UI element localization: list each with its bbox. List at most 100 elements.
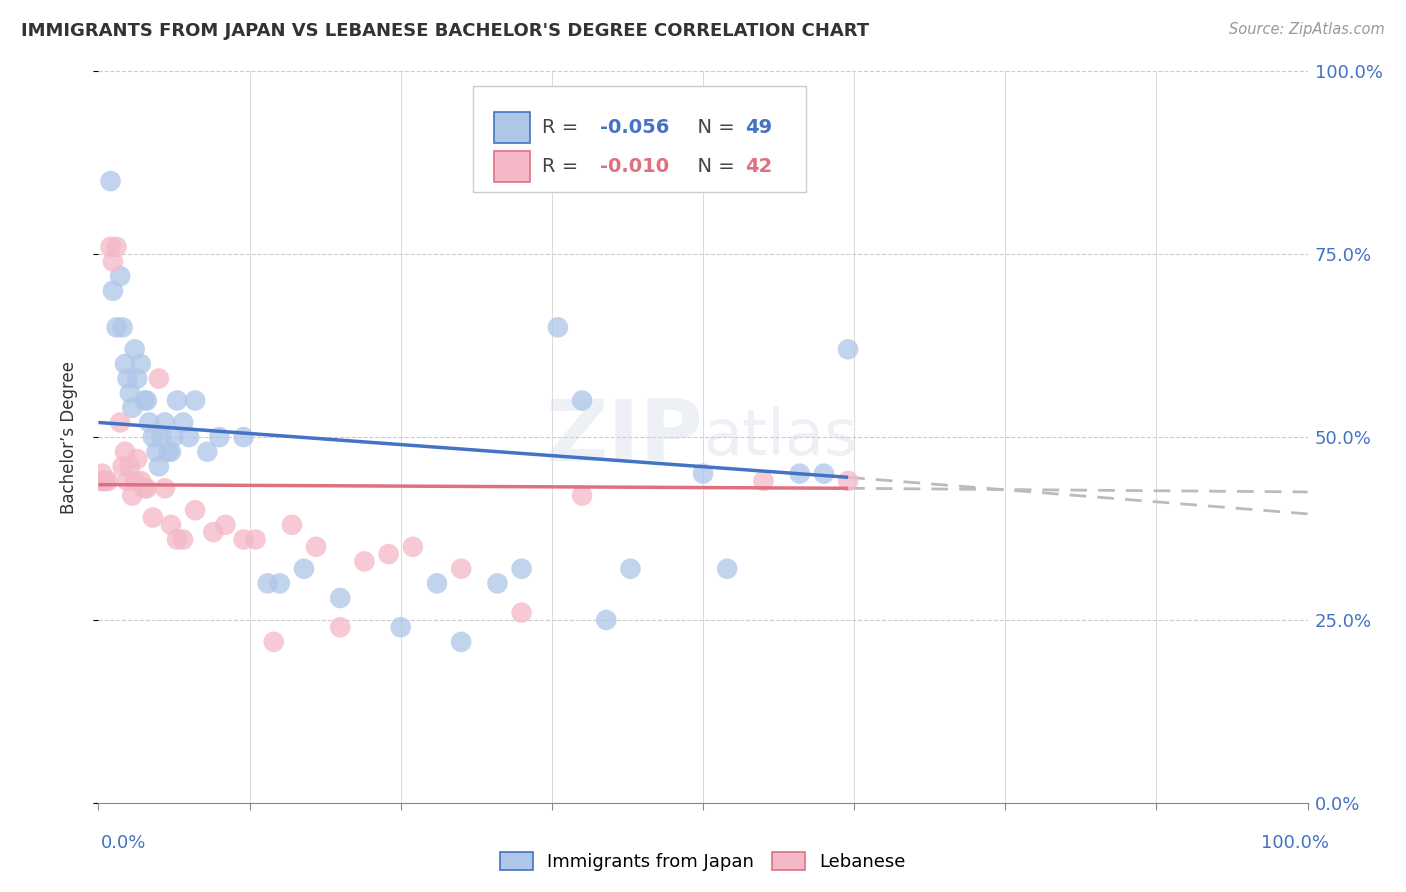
Point	[172, 533, 194, 547]
Point	[105, 240, 128, 254]
Point	[100, 240, 122, 254]
Point	[134, 481, 156, 495]
Point	[97, 474, 120, 488]
Point	[124, 343, 146, 357]
Point	[292, 562, 315, 576]
Point	[571, 489, 593, 503]
Bar	[494, 152, 530, 182]
Point	[138, 416, 160, 430]
Point	[93, 474, 115, 488]
Point	[118, 386, 141, 401]
Point	[232, 533, 254, 547]
Point	[118, 459, 141, 474]
Point	[486, 576, 509, 591]
Point	[450, 635, 472, 649]
Point	[153, 416, 176, 430]
FancyBboxPatch shape	[474, 86, 806, 192]
Point	[111, 320, 134, 334]
Point	[269, 576, 291, 591]
Point	[148, 459, 170, 474]
Point	[166, 393, 188, 408]
Point	[157, 444, 180, 458]
Point	[160, 517, 183, 532]
Text: 0.0%: 0.0%	[101, 834, 146, 852]
Point	[716, 562, 738, 576]
Point	[153, 481, 176, 495]
Point	[402, 540, 425, 554]
Point	[114, 444, 136, 458]
Point	[114, 357, 136, 371]
Point	[837, 474, 859, 488]
Point	[837, 343, 859, 357]
Point	[117, 474, 139, 488]
Point	[129, 474, 152, 488]
Text: 100.0%: 100.0%	[1261, 834, 1329, 852]
Text: 42: 42	[745, 157, 772, 176]
Point	[232, 430, 254, 444]
Text: N =: N =	[685, 157, 741, 176]
Point	[150, 430, 173, 444]
Point	[142, 430, 165, 444]
Point	[162, 430, 184, 444]
Point	[91, 474, 114, 488]
Point	[100, 174, 122, 188]
Point	[619, 562, 641, 576]
Point	[202, 525, 225, 540]
Point	[305, 540, 328, 554]
Text: -0.056: -0.056	[600, 118, 669, 136]
Point	[108, 416, 131, 430]
Point	[121, 401, 143, 415]
Point	[813, 467, 835, 481]
Point	[547, 320, 569, 334]
Point	[426, 576, 449, 591]
Point	[101, 284, 124, 298]
Point	[377, 547, 399, 561]
Point	[135, 481, 157, 495]
Point	[160, 444, 183, 458]
Point	[117, 371, 139, 385]
Point	[135, 393, 157, 408]
Point	[692, 467, 714, 481]
Text: R =: R =	[543, 118, 585, 136]
Point	[105, 320, 128, 334]
Point	[101, 254, 124, 268]
Point	[184, 503, 207, 517]
Point	[571, 393, 593, 408]
Point	[166, 533, 188, 547]
Point	[195, 444, 218, 458]
Text: 49: 49	[745, 118, 772, 136]
Point	[148, 371, 170, 385]
Point	[789, 467, 811, 481]
Point	[329, 620, 352, 634]
Text: -0.010: -0.010	[600, 157, 669, 176]
Point	[353, 554, 375, 568]
Y-axis label: Bachelor’s Degree: Bachelor’s Degree	[59, 360, 77, 514]
Point	[91, 467, 114, 481]
Point	[142, 510, 165, 524]
Point	[510, 606, 533, 620]
Point	[281, 517, 304, 532]
Text: atlas: atlas	[703, 406, 858, 468]
Point	[389, 620, 412, 634]
Point	[245, 533, 267, 547]
Point	[752, 474, 775, 488]
Point	[263, 635, 285, 649]
Text: R =: R =	[543, 157, 585, 176]
Text: ZIP: ZIP	[546, 395, 703, 479]
Point	[172, 416, 194, 430]
Point	[450, 562, 472, 576]
Point	[121, 489, 143, 503]
Point	[184, 393, 207, 408]
Point	[127, 452, 149, 467]
Point	[90, 474, 112, 488]
Text: N =: N =	[685, 118, 741, 136]
Point	[256, 576, 278, 591]
Point	[134, 393, 156, 408]
Text: Source: ZipAtlas.com: Source: ZipAtlas.com	[1229, 22, 1385, 37]
Legend: Immigrants from Japan, Lebanese: Immigrants from Japan, Lebanese	[494, 845, 912, 879]
Point	[127, 371, 149, 385]
Point	[129, 357, 152, 371]
Point	[124, 474, 146, 488]
Point	[179, 430, 201, 444]
Point	[595, 613, 617, 627]
